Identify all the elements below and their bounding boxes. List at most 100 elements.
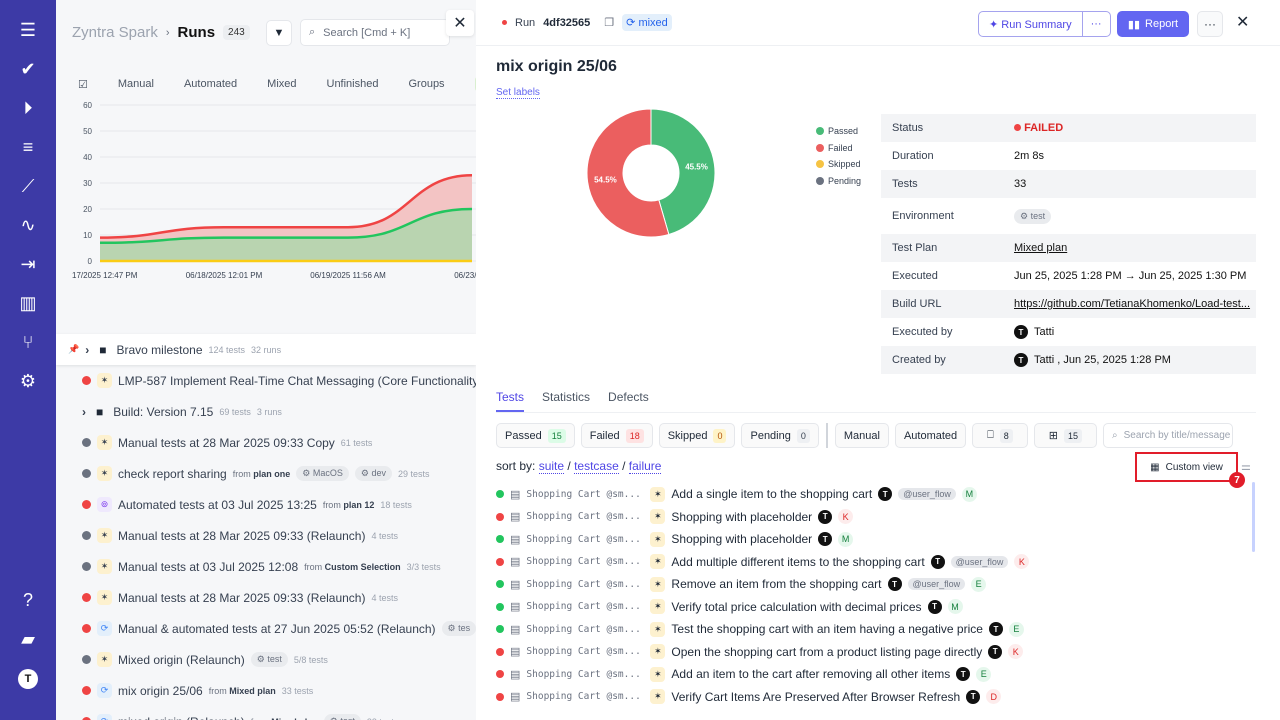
play-icon[interactable]: ⏵ bbox=[23, 98, 33, 118]
tab-unfinished[interactable]: Unfinished bbox=[326, 78, 379, 90]
filter-skipped[interactable]: Skipped 0 bbox=[658, 423, 736, 448]
info-created-by: Created by T Tatti , Jun 25, 2025 1:28 PM bbox=[881, 346, 1256, 374]
passed-status-icon bbox=[496, 580, 504, 589]
test-row[interactable]: ▤ Shopping Cart @sm... ✶ Remove an item fro… bbox=[496, 573, 1029, 596]
scrollbar[interactable] bbox=[1252, 482, 1255, 552]
filter-pending[interactable]: Pending 0 bbox=[741, 423, 819, 448]
check-icon[interactable]: ✔ bbox=[20, 59, 36, 79]
test-row[interactable]: ▤ Shopping Cart @sm... ✶ Shopping with plac… bbox=[496, 506, 1029, 529]
chevron-right-icon[interactable]: › bbox=[85, 342, 90, 357]
search-input[interactable]: ⌕ Search [Cmd + K] bbox=[300, 19, 450, 46]
plan-ref: from plan 12 bbox=[322, 499, 375, 510]
run-row[interactable]: ⟳ mixed origin (Relaunch) from Mixed plan ⚙… bbox=[56, 706, 476, 720]
run-row[interactable]: ✶ Mixed origin (Relaunch) ⚙ test 5/8 tests bbox=[56, 644, 476, 675]
tab-defects[interactable]: Defects bbox=[608, 390, 649, 404]
avatar: T bbox=[956, 667, 971, 682]
run-type: mixed bbox=[638, 17, 668, 29]
filter-added[interactable]: ⊞ 15 bbox=[1033, 423, 1098, 448]
select-all-icon[interactable]: ☑ bbox=[78, 78, 88, 91]
test-row[interactable]: ▤ Shopping Cart @sm... ✶ Add multiple diffe… bbox=[496, 551, 1030, 574]
filter-automated[interactable]: Automated bbox=[894, 423, 967, 448]
filter-button[interactable]: ▼ bbox=[266, 20, 292, 46]
branch-icon[interactable]: ⑂ bbox=[22, 332, 34, 352]
run-row[interactable]: ✶ Manual tests at 28 Mar 2025 09:33 Copy 6… bbox=[56, 427, 476, 458]
sparkle-icon: ✦ bbox=[989, 18, 1002, 31]
mixed-icon: ⟳ bbox=[97, 621, 112, 636]
run-row[interactable]: ✶ Manual tests at 28 Mar 2025 09:33 (Rela… bbox=[56, 520, 476, 551]
chevron-right-icon[interactable]: › bbox=[82, 404, 86, 419]
sort-suite[interactable]: suite bbox=[538, 459, 565, 474]
gear-icon[interactable]: ⚙ bbox=[19, 371, 37, 391]
failed-status-icon bbox=[496, 670, 504, 679]
filter-passed[interactable]: Passed 15 bbox=[496, 423, 575, 448]
tag-test[interactable]: tes bbox=[474, 76, 476, 92]
test-plan-link[interactable]: Mixed plan bbox=[1014, 242, 1068, 254]
run-row[interactable]: ✶ Manual tests at 28 Mar 2025 09:33 (Rela… bbox=[56, 582, 476, 613]
folder-icon[interactable]: ▰ bbox=[21, 629, 35, 649]
detail-tabs: Tests Statistics Defects bbox=[496, 390, 649, 412]
sort-failure[interactable]: failure bbox=[628, 459, 662, 474]
avatar: T bbox=[930, 554, 945, 569]
test-row[interactable]: ▤ Shopping Cart @sm... ✶ Test the shopping … bbox=[496, 618, 1029, 641]
test-row[interactable]: ▤ Shopping Cart @sm... ✶ Add an item to the… bbox=[496, 663, 1029, 686]
status-pie-chart: 45.5% 54.5% bbox=[586, 108, 716, 238]
avatar[interactable]: T bbox=[0, 659, 56, 698]
test-row[interactable]: ▤ Shopping Cart @sm... ✶ Verify total price… bbox=[496, 596, 1029, 619]
sort-testcase[interactable]: testcase bbox=[574, 459, 619, 474]
tab-mixed[interactable]: Mixed bbox=[267, 78, 297, 90]
clipboard-icon: ▤ bbox=[510, 668, 521, 681]
menu-icon[interactable]: ☰ bbox=[19, 20, 37, 40]
tab-automated[interactable]: Automated bbox=[183, 78, 238, 90]
chart-icon[interactable]: ▥ bbox=[19, 293, 37, 313]
run-row[interactable]: ⟳ Manual & automated tests at 27 Jun 2025… bbox=[56, 613, 476, 644]
close-icon[interactable]: ✕ bbox=[1236, 14, 1250, 31]
copy-icon[interactable]: ❐ bbox=[604, 17, 615, 29]
test-row[interactable]: ▤ Shopping Cart @sm... ✶ Add a single item … bbox=[496, 483, 1029, 506]
filter-failed[interactable]: Failed 18 bbox=[580, 423, 653, 448]
report-button[interactable]: ▮▮ Report bbox=[1117, 11, 1189, 37]
tab-groups[interactable]: Groups bbox=[408, 78, 445, 90]
run-row[interactable]: ⟳ mix origin 25/06 from Mixed plan 33 tests bbox=[56, 675, 476, 706]
list-check-icon[interactable]: ≡ bbox=[22, 137, 34, 157]
test-search-input[interactable]: ⌕ Search by title/message bbox=[1103, 423, 1234, 448]
run-row[interactable]: ✶ LMP-587 Implement Real-Time Chat Messag… bbox=[56, 365, 476, 396]
suite-name: Shopping Cart @sm... bbox=[526, 668, 641, 680]
steps-icon[interactable]: ⟋ bbox=[21, 176, 35, 196]
filter-comments[interactable]: ⎕ 8 bbox=[972, 423, 1028, 448]
set-labels-link[interactable]: Set labels bbox=[496, 87, 540, 99]
manual-icon: ✶ bbox=[97, 652, 112, 667]
run-summary-more-button[interactable]: ··· bbox=[1081, 12, 1110, 36]
filter-manual[interactable]: Manual bbox=[834, 423, 889, 448]
group-row[interactable]: › ■ Build: Version 7.15 69 tests 3 runs bbox=[56, 396, 476, 427]
priority-badge: M bbox=[947, 599, 963, 615]
runs-list: 📌 › ■ Bravo milestone 124 tests 32 runs ✶ LMP-5… bbox=[56, 334, 476, 720]
pulse-icon[interactable]: ∿ bbox=[20, 215, 36, 235]
pending-status-icon bbox=[82, 469, 91, 478]
run-row[interactable]: ✶ Manual tests at 03 Jul 2025 12:08 from C… bbox=[56, 551, 476, 582]
breadcrumb-app[interactable]: Zyntra Spark bbox=[72, 24, 158, 41]
custom-view-button[interactable]: ▦ Custom view bbox=[1135, 452, 1238, 482]
pin-icon[interactable]: 📌 bbox=[68, 344, 80, 354]
manual-icon: ✶ bbox=[650, 599, 666, 615]
test-row[interactable]: ▤ Shopping Cart @sm... ✶ Open the shopping … bbox=[496, 641, 1029, 664]
tab-manual[interactable]: Manual bbox=[117, 78, 154, 90]
build-url-link[interactable]: https://github.com/TetianaKhomenko/Load-… bbox=[1014, 298, 1251, 310]
close-icon[interactable]: ✕ bbox=[446, 10, 474, 36]
legend-passed: Passed bbox=[816, 123, 861, 140]
avatar: T bbox=[887, 577, 902, 592]
test-row[interactable]: ▤ Shopping Cart @sm... ✶ Shopping with plac… bbox=[496, 528, 1029, 551]
run-row[interactable]: ✶ check report sharing from plan one ⚙ MacO… bbox=[56, 458, 476, 489]
run-id: 4df32565 bbox=[543, 16, 591, 29]
run-row[interactable]: ⊚ Automated tests at 03 Jul 2025 13:25 fro… bbox=[56, 489, 476, 520]
group-row[interactable]: 📌 › ■ Bravo milestone 124 tests 32 runs bbox=[56, 334, 476, 365]
help-icon[interactable]: ? bbox=[22, 590, 33, 610]
run-summary-button[interactable]: ✦ Run Summary bbox=[979, 18, 1082, 31]
tab-tests[interactable]: Tests bbox=[496, 390, 525, 412]
more-button[interactable]: ··· bbox=[1197, 11, 1223, 37]
failed-status-icon bbox=[82, 593, 91, 602]
import-icon[interactable]: ⇥ bbox=[20, 254, 36, 274]
sliders-icon[interactable]: ⚌ bbox=[1241, 461, 1251, 473]
test-row[interactable]: ▤ Shopping Cart @sm... ✶ Verify Cart Items … bbox=[496, 686, 1029, 709]
comment-icon: ⎕ bbox=[987, 429, 994, 441]
tab-statistics[interactable]: Statistics bbox=[542, 390, 591, 404]
